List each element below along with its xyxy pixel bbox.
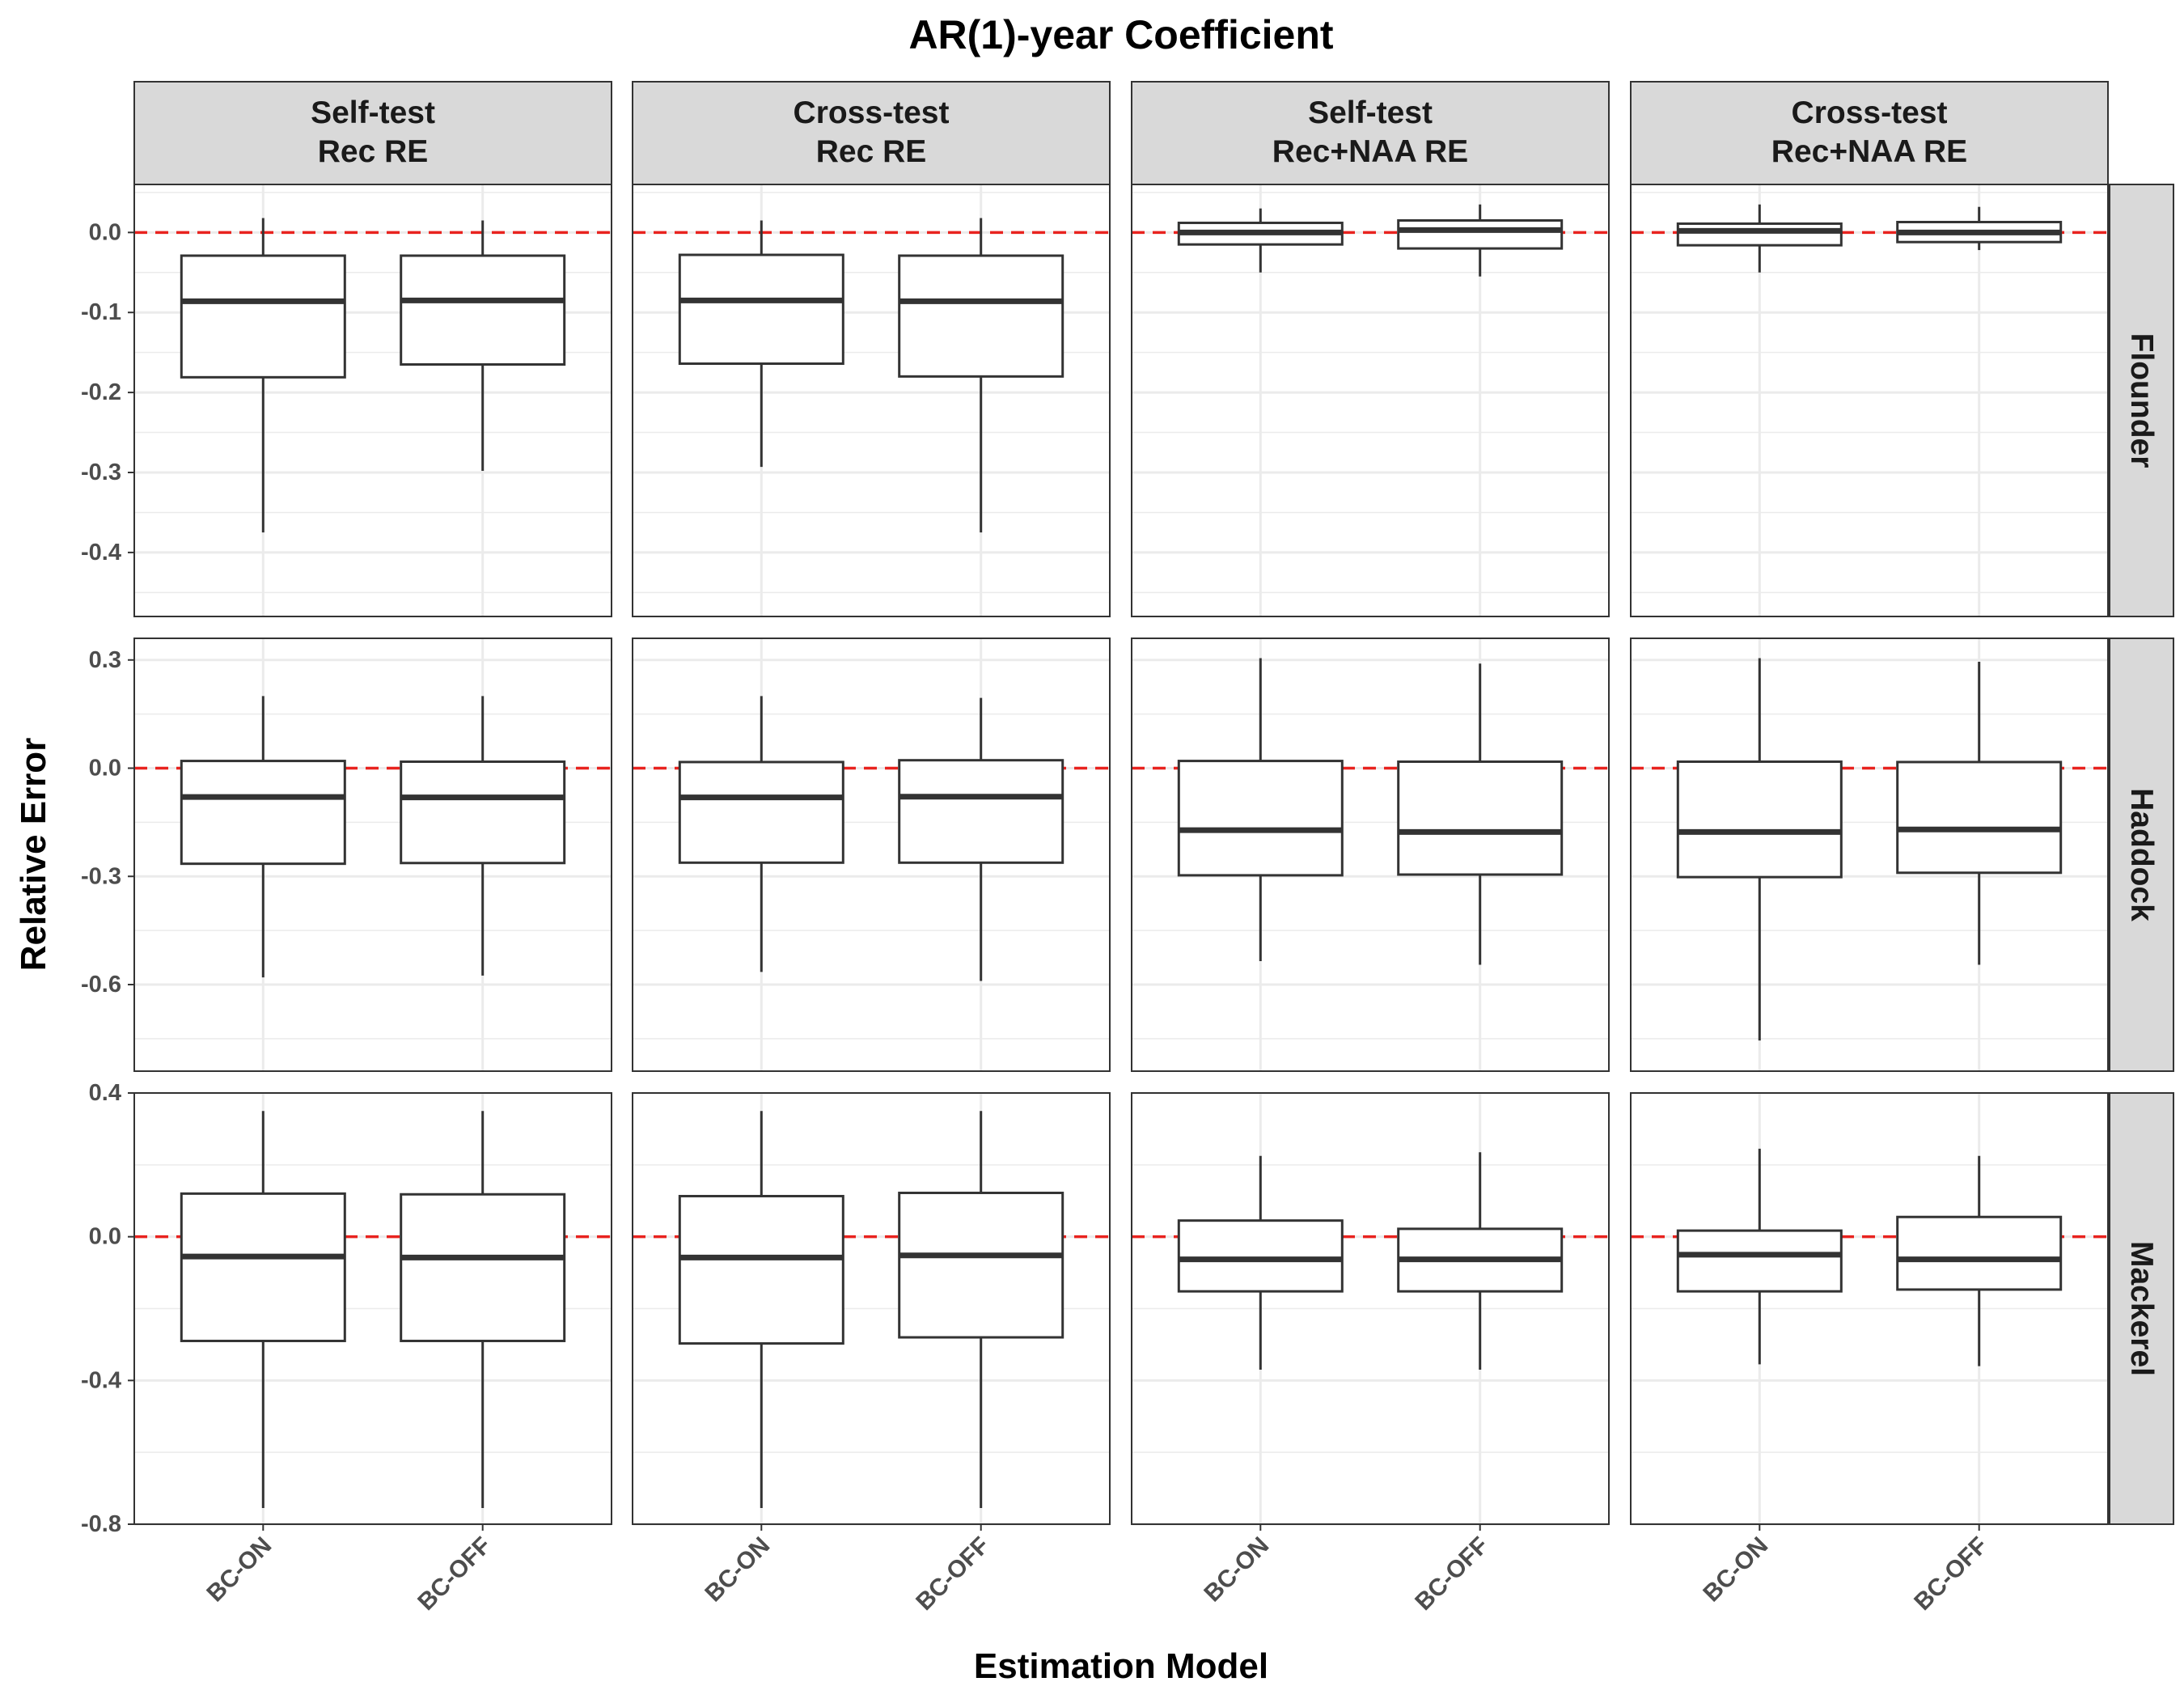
x-tick-label: BC-ON [1199,1532,1274,1608]
panel-border [1630,184,2109,617]
box [1896,1215,2063,1291]
panel-border [1131,638,1610,1072]
column-strip [632,81,1111,185]
y-tick-label: 0.4 [89,1080,121,1106]
x-tick-label: BC-ON [700,1532,775,1608]
y-tick-label: -0.4 [81,540,121,566]
column-strip-label: Rec RE [816,134,927,169]
panel-background [1631,184,2108,616]
y-tick-label: -0.4 [81,1367,121,1393]
column-strip [1131,81,1610,185]
x-tick-label: BC-OFF [1909,1532,1992,1616]
panel-background [1132,184,1609,616]
box [678,760,844,864]
box [678,1194,844,1345]
box [400,1193,566,1342]
box [180,254,346,379]
column-strip-label: Cross-test [794,95,950,130]
box [898,1191,1064,1339]
box [678,253,844,366]
column-strip-label: Self-test [1308,95,1433,130]
box [1177,1219,1344,1293]
y-tick-label: 0.0 [89,219,121,245]
panel-border [632,1092,1111,1525]
y-tick-label: -0.8 [81,1511,121,1537]
box [1676,760,1843,879]
column-strip-label: Rec+NAA RE [1272,134,1468,169]
y-tick-label: 0.0 [89,756,121,782]
row-strip [2109,638,2174,1072]
box [1896,760,2063,875]
row-strip [2109,1092,2174,1525]
row-strip-label: Mackerel [2124,1241,2159,1376]
panel-border [133,1092,612,1525]
panel-border [1131,184,1610,617]
x-tick-label: BC-OFF [1410,1532,1493,1616]
box [180,760,346,866]
x-tick-label: BC-ON [1698,1532,1773,1608]
x-tick-label: BC-ON [201,1532,277,1608]
panel-border [133,638,612,1072]
panel-border [632,184,1111,617]
y-tick-label: -0.3 [81,460,121,485]
y-tick-label: -0.2 [81,379,121,405]
x-axis-title: Estimation Model [974,1646,1268,1686]
y-tick-label: -0.6 [81,972,121,998]
row-strip-label: Haddock [2124,788,2159,921]
y-tick-label: -0.3 [81,863,121,889]
column-strip-label: Rec+NAA RE [1771,134,1967,169]
panel-border [632,638,1111,1072]
box [1397,219,1564,250]
panel-border [1131,1092,1610,1525]
panel-border [133,184,612,617]
y-tick-label: -0.1 [81,299,121,325]
row-strip [2109,184,2174,617]
column-strip-label: Rec RE [318,134,429,169]
column-strip [1630,81,2109,185]
box [1676,1229,1843,1293]
column-strip [133,81,612,185]
panel-border [1630,1092,2109,1525]
chart-title: AR(1)-year Coefficient [908,12,1333,57]
box [400,254,566,366]
x-tick-label: BC-OFF [911,1532,994,1616]
y-tick-label: 0.0 [89,1224,121,1250]
box [400,760,566,865]
box [898,254,1064,378]
y-axis-title: Relative Error [14,738,53,972]
box [1676,222,1843,247]
row-strip-label: Flounder [2124,333,2159,468]
x-tick-label: BC-OFF [413,1532,496,1616]
box [898,759,1064,864]
box [180,1192,346,1342]
panel-border [1630,638,2109,1072]
box [1177,760,1344,877]
box [1397,760,1564,876]
column-strip-label: Cross-test [1792,95,1948,130]
column-strip-label: Self-test [311,95,435,130]
y-tick-label: 0.3 [89,647,121,673]
